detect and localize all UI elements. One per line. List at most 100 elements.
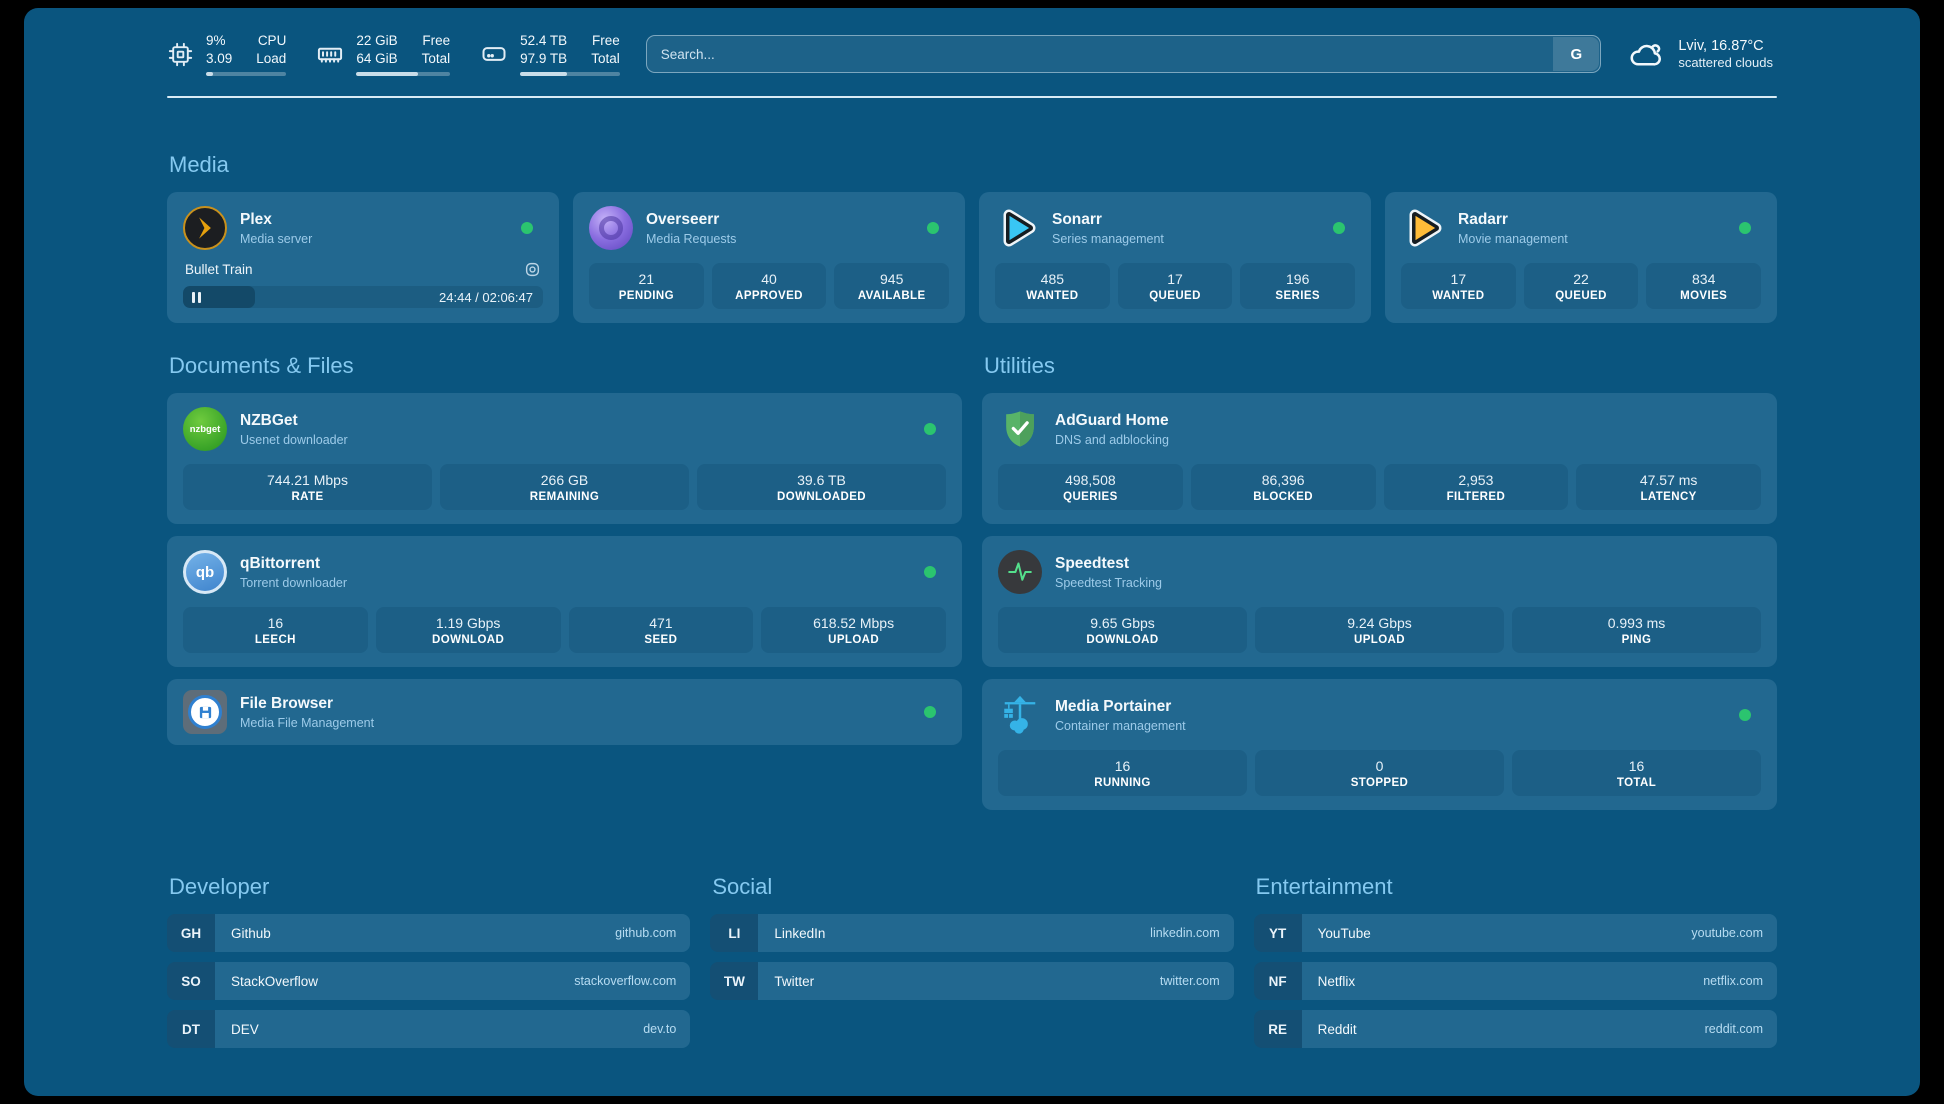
nzbget-icon: nzbget [183,407,227,452]
app-name: Overseerr [646,210,720,228]
cpu-usage-value: 9% [206,33,226,48]
bookmark-url: youtube.com [1691,926,1763,941]
bookmark-url: github.com [615,926,677,941]
app-subtitle: Series management [1052,231,1164,246]
file-browser-icon [183,690,227,735]
radarr-card[interactable]: Radarr Movie management 17 WANTED 22 QUE… [1385,192,1777,324]
bookmark-group-entertainment: Entertainment YT YouTube youtube.com NF … [1253,874,1777,1058]
bookmark-url: dev.to [643,1022,677,1037]
plex-card[interactable]: Plex Media server Bullet Train [167,192,559,324]
memory-widget: 22 GiB Free 64 GiB Total [316,32,451,77]
app-subtitle: Container management [1055,718,1186,733]
bookmark-url: stackoverflow.com [574,974,677,989]
settings-icon[interactable] [524,261,541,278]
status-indicator [1333,222,1345,235]
radarr-icon [1401,206,1445,250]
adguard-icon [998,407,1042,451]
utilities-section-title: Utilities [984,353,1055,379]
speedtest-card[interactable]: Speedtest Speedtest Tracking 9.65 Gbps D… [982,536,1777,668]
section-documents: Documents & Files nzbget NZBGet Usenet d… [167,353,962,746]
stat-tile: 498,508 QUERIES [998,464,1183,511]
stat-tile: 1.19 Gbps DOWNLOAD [375,607,561,654]
stat-tile: 86,396 BLOCKED [1190,464,1376,511]
stat-tile: 17 WANTED [1401,263,1516,310]
disk-total-value: 97.9 TB [520,50,568,66]
speedtest-icon [998,550,1042,595]
disk-free-label: Free [591,33,620,48]
adguard-card[interactable]: AdGuard Home DNS and adblocking 498,508 … [982,393,1777,525]
bookmark-github[interactable]: GH Github github.com [167,914,691,953]
app-subtitle: Media server [240,231,313,246]
stat-tile: 16 RUNNING [998,750,1247,797]
stat-tile: 744.21 Mbps RATE [183,464,432,511]
memory-free-value: 22 GiB [356,33,398,48]
status-indicator [927,222,939,235]
stat-tile: 40 APPROVED [711,263,827,310]
weather-widget[interactable]: Lviv, 16.87°C scattered clouds [1627,35,1777,73]
bookmark-name: Reddit [1317,1021,1357,1037]
sonarr-card[interactable]: Sonarr Series management 485 WANTED 17 Q… [979,192,1371,324]
bookmark-url: twitter.com [1159,974,1220,989]
bookmark-name: Github [231,925,271,941]
stat-tile: 0.993 ms PING [1512,607,1761,654]
overseerr-card[interactable]: Overseerr Media Requests 21 PENDING 40 A… [573,192,965,324]
nzbget-card[interactable]: nzbget NZBGet Usenet downloader 744.21 M… [167,393,962,525]
media-section-title: Media [169,152,229,178]
bookmark-abbr: NF [1253,962,1302,1001]
bookmark-twitter[interactable]: TW Twitter twitter.com [710,962,1234,1001]
disk-total-label: Total [591,50,620,66]
search-bar: G [645,35,1602,74]
disk-widget: 52.4 TB Free 97.9 TB Total [480,32,620,77]
documents-section-title: Documents & Files [169,353,354,379]
bookmark-stackoverflow[interactable]: SO StackOverflow stackoverflow.com [167,962,691,1001]
stat-tile: 834 MOVIES [1646,263,1762,310]
section-media: Media Plex Media server [167,152,1777,324]
bookmark-group-social: Social LI LinkedIn linkedin.com TW Twitt… [710,874,1234,1058]
qbittorrent-card[interactable]: qb qBittorrent Torrent downloader 16 [167,536,962,668]
bookmark-url: netflix.com [1703,974,1763,989]
portainer-card[interactable]: Media Portainer Container management 16 … [982,679,1777,811]
playback-progress-bar[interactable]: 24:44 / 02:06:47 [183,286,543,309]
bookmark-abbr: GH [167,914,215,953]
cpu-progress-bar [206,72,287,77]
qbittorrent-icon: qb [183,550,227,595]
bookmark-dev[interactable]: DT DEV dev.to [167,1010,691,1049]
bookmark-linkedin[interactable]: LI LinkedIn linkedin.com [710,914,1234,953]
stat-tile: 945 AVAILABLE [834,263,950,310]
memory-icon [316,40,344,68]
section-utilities: Utilities [982,353,1777,811]
app-name: NZBGet [240,411,298,429]
bookmark-reddit[interactable]: RE Reddit reddit.com [1253,1010,1777,1049]
bookmark-abbr: DT [167,1010,215,1049]
weather-location-temp: Lviv, 16.87°C [1678,38,1764,55]
cpu-icon [167,41,194,68]
bookmark-name: StackOverflow [231,973,319,989]
status-indicator [924,423,936,436]
memory-free-label: Free [422,33,451,48]
topbar: 9% CPU 3.09 Load [167,32,1777,77]
status-indicator [1739,222,1751,235]
app-name: Plex [240,210,272,228]
bookmark-abbr: YT [1253,914,1302,953]
bookmark-group-developer: Developer GH Github github.com SO StackO… [167,874,691,1058]
status-indicator [924,706,936,719]
pause-button[interactable] [192,291,201,303]
file-browser-card[interactable]: File Browser Media File Management [167,679,962,746]
cpu-widget: 9% CPU 3.09 Load [167,32,287,77]
developer-section-title: Developer [169,874,270,900]
search-provider-button[interactable]: G [1553,37,1600,72]
bookmark-name: YouTube [1317,925,1371,941]
bookmark-abbr: RE [1253,1010,1302,1049]
weather-condition: scattered clouds [1678,55,1773,71]
stat-tile: 39.6 TB DOWNLOADED [697,464,946,511]
stat-tile: 17 QUEUED [1117,263,1233,310]
sonarr-icon [995,206,1039,250]
bookmark-url: reddit.com [1704,1022,1763,1037]
bookmark-youtube[interactable]: YT YouTube youtube.com [1253,914,1777,953]
app-subtitle: Media File Management [240,715,375,730]
system-resources: 9% CPU 3.09 Load [167,32,620,77]
stat-tile: 471 SEED [568,607,754,654]
search-input[interactable] [646,36,1601,73]
app-subtitle: DNS and adblocking [1055,432,1169,447]
bookmark-netflix[interactable]: NF Netflix netflix.com [1253,962,1777,1001]
